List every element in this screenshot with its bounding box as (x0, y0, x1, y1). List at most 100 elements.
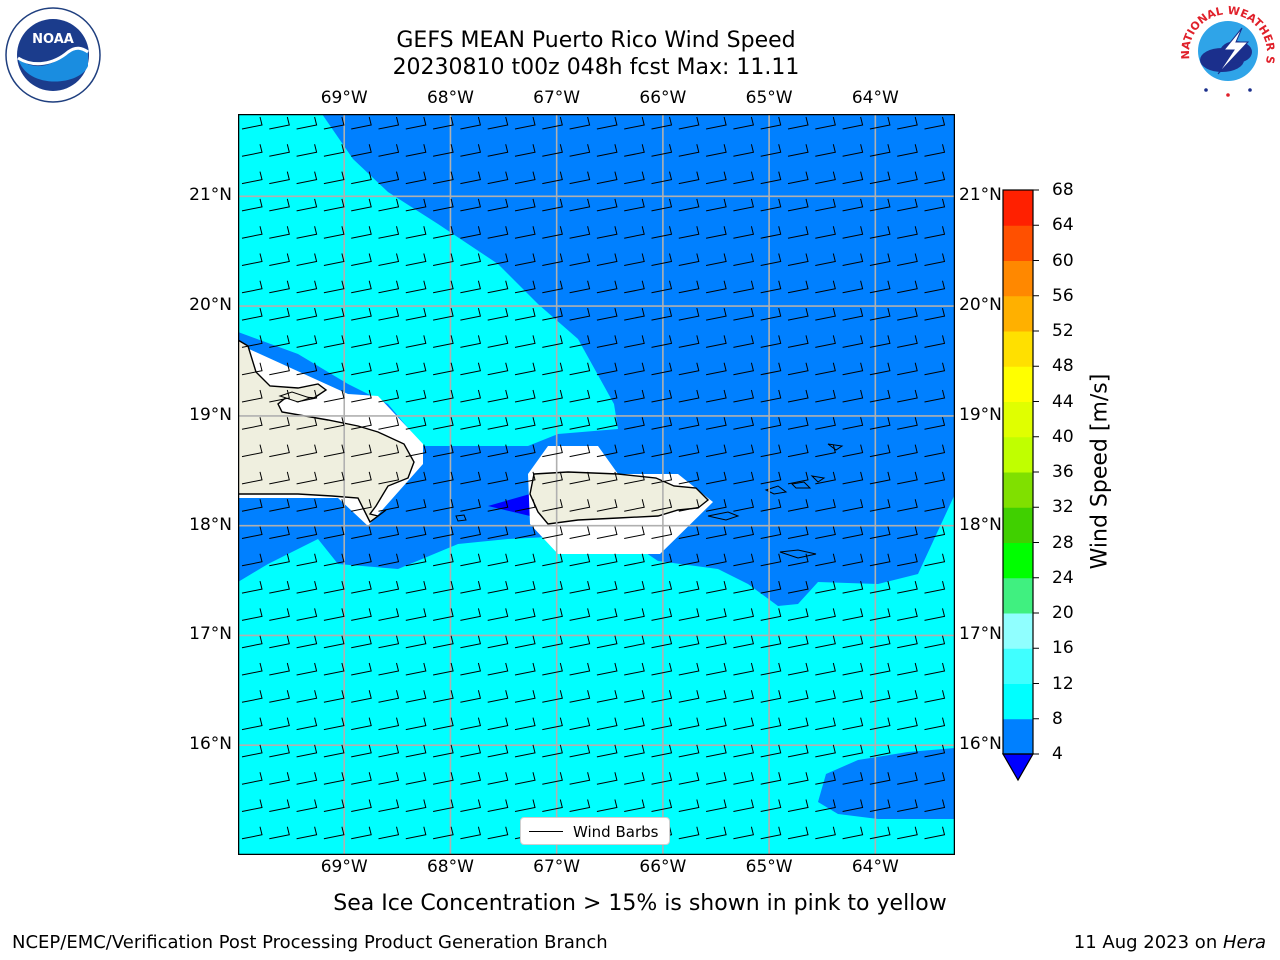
wind-barb (514, 690, 536, 703)
wind-barb (460, 362, 482, 376)
wind-barb (433, 144, 454, 157)
wind-barb (323, 662, 345, 676)
map-frame (238, 114, 955, 855)
wind-barb (323, 198, 345, 212)
wind-barb (351, 253, 372, 266)
wind-barb (787, 717, 809, 731)
wind-barb (514, 198, 536, 212)
map-subtitle: 20230810 t00z 048h fcst Max: 11.11 (392, 55, 800, 80)
wind-barb (542, 116, 563, 130)
wind-barb (542, 198, 563, 212)
wind-barb (733, 826, 755, 840)
wind-barb (706, 608, 727, 621)
wind-barb (624, 499, 645, 512)
wind-barb (351, 580, 372, 594)
wind-barb (405, 362, 427, 376)
wind-barb (405, 690, 427, 703)
wind-barb (378, 717, 400, 731)
wind-barb (323, 226, 345, 239)
wind-barb (924, 171, 946, 185)
wind-barb (569, 144, 591, 157)
wind-barb (869, 744, 891, 758)
wind-barb (514, 335, 536, 348)
wind-barb (869, 362, 891, 376)
wind-barb (351, 116, 372, 130)
wind-barb (678, 307, 700, 321)
wind-barb (542, 444, 563, 458)
wind-barb (542, 580, 563, 594)
wind-barb (624, 198, 645, 212)
wind-barb (514, 226, 536, 239)
wind-barb (869, 116, 891, 130)
wind-barb (269, 417, 290, 430)
wind-barb (787, 635, 809, 649)
wind-barb (869, 253, 891, 266)
wind-barb (405, 307, 427, 321)
wind-barb (405, 226, 427, 239)
wind-barb (706, 690, 727, 703)
longitude-label-bottom: 64°W (851, 857, 899, 877)
wind-barb (787, 226, 809, 239)
wind-barb (378, 307, 400, 321)
longitude-label-top: 67°W (533, 88, 581, 108)
wind-barb (569, 280, 591, 294)
wind-barb (378, 226, 400, 239)
wind-barb (624, 307, 645, 321)
wind-barb (815, 389, 836, 403)
wind-barb (460, 744, 482, 758)
wind-barb (842, 717, 864, 731)
wind-barb (815, 417, 836, 430)
wind-barb (296, 444, 318, 458)
wind-barb (842, 307, 864, 321)
colorbar-bin (1003, 436, 1033, 473)
wind-barb (378, 580, 400, 594)
wind-barb (733, 635, 755, 649)
wind-barb (351, 662, 372, 676)
wind-barb (351, 471, 372, 485)
wind-barb (897, 335, 918, 348)
wind-barb (514, 280, 536, 294)
wind-barb (323, 580, 345, 594)
colorbar-tick-label: 32 (1052, 497, 1074, 518)
wind-barb (433, 608, 454, 621)
wind-barb (624, 253, 645, 266)
wind-barb (405, 662, 427, 676)
wind-barb (760, 772, 782, 785)
wind-barb (569, 799, 591, 812)
wind-barb (897, 280, 918, 294)
wind-barb (569, 690, 591, 703)
wind-barb (433, 335, 454, 348)
wind-barb (760, 580, 782, 594)
wind-barb (269, 608, 290, 621)
wind-barb (678, 335, 700, 348)
wind-barb (924, 116, 946, 130)
wind-barb (869, 307, 891, 321)
wind-barb (869, 826, 891, 840)
wind-barb (897, 772, 918, 785)
wind-barb (760, 471, 782, 485)
wind-barb (269, 744, 290, 758)
wind-barb (269, 226, 290, 239)
wind-barb (624, 772, 645, 785)
wind-barb (624, 116, 645, 130)
wind-barb (569, 717, 591, 731)
wind-barb (733, 580, 755, 594)
wind-barb (241, 526, 263, 539)
wind-barb (433, 499, 454, 512)
wind-barb (678, 417, 700, 430)
wind-barb (815, 116, 836, 130)
wind-barb (241, 744, 263, 758)
wind-barb (842, 608, 864, 621)
wind-barb (760, 253, 782, 266)
wind-barb (323, 744, 345, 758)
wind-barb (733, 335, 755, 348)
colorbar-tick-label: 40 (1052, 426, 1074, 447)
wind-barb (378, 826, 400, 840)
wind-barb (869, 772, 891, 785)
wind-barb (569, 471, 591, 485)
wind-barb (433, 280, 454, 294)
wind-barb (651, 499, 673, 512)
wind-barb (815, 144, 836, 157)
wind-barb (269, 335, 290, 348)
wind-barb (378, 362, 400, 376)
